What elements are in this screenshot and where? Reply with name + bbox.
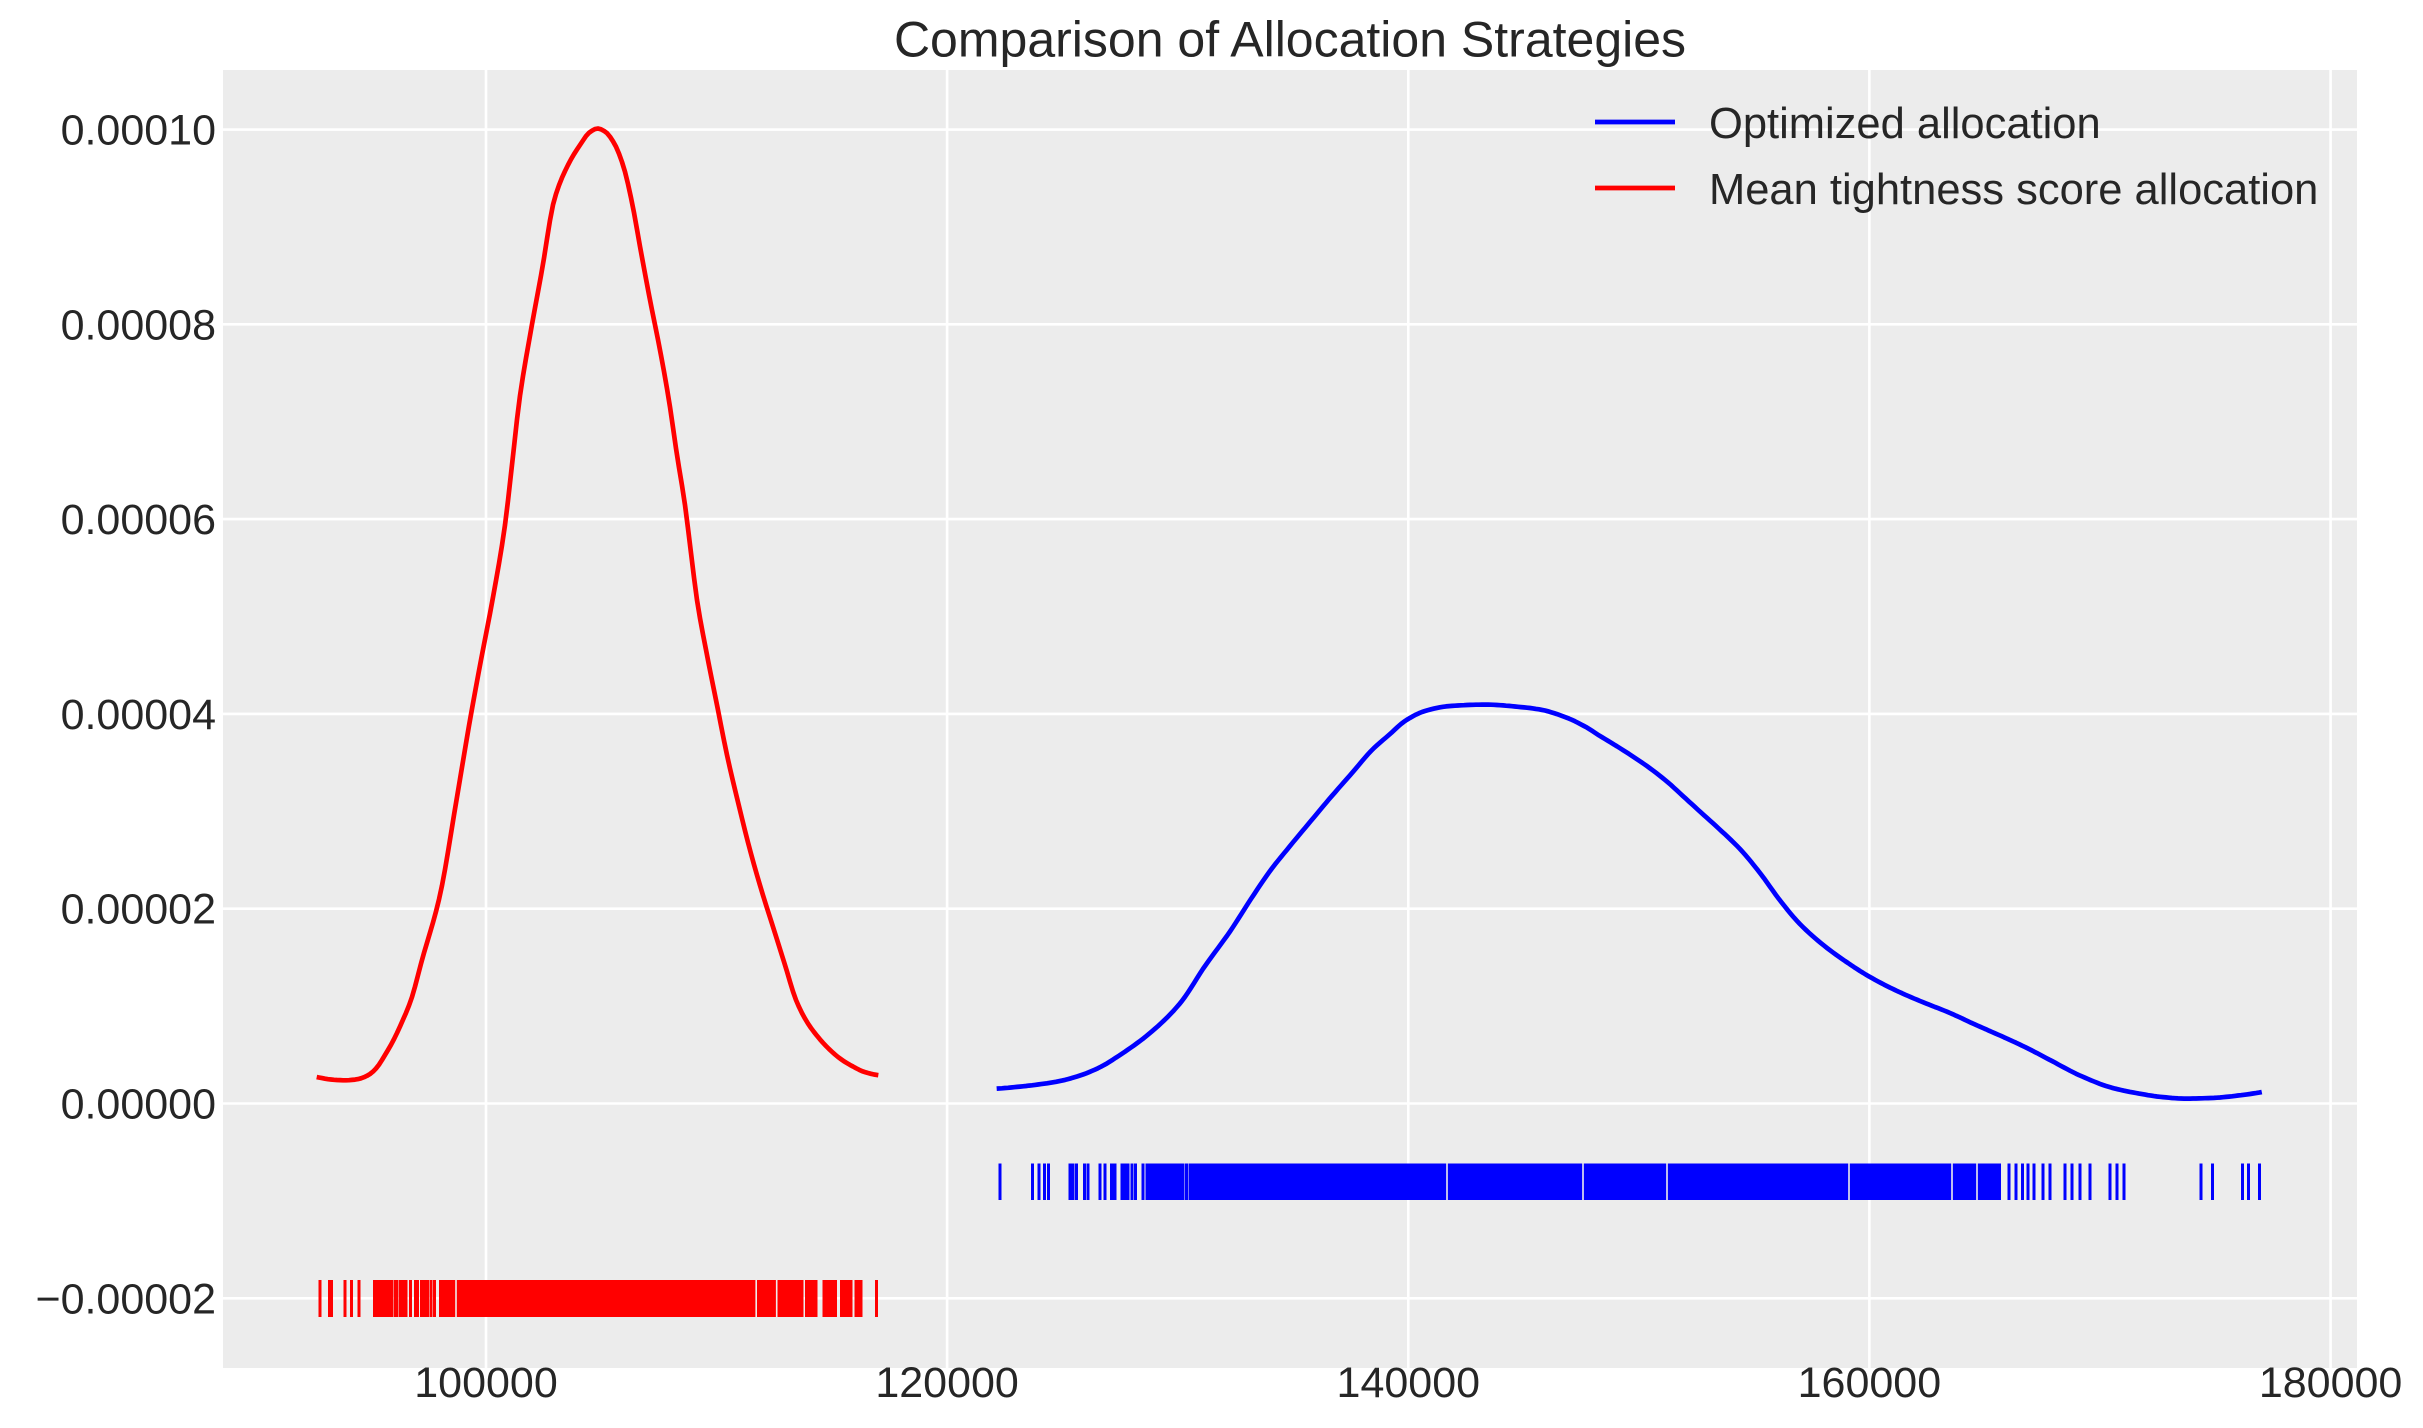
svg-text:Optimized allocation: Optimized allocation [1709, 100, 2101, 148]
svg-text:0.00000: 0.00000 [61, 1081, 216, 1129]
svg-text:180000: 180000 [2259, 1359, 2403, 1407]
svg-text:140000: 140000 [1337, 1359, 1481, 1407]
svg-text:100000: 100000 [414, 1359, 558, 1407]
svg-text:0.00004: 0.00004 [61, 691, 216, 739]
svg-text:0.00008: 0.00008 [61, 301, 216, 349]
svg-text:−0.00002: −0.00002 [35, 1275, 216, 1323]
svg-text:0.00010: 0.00010 [61, 107, 216, 155]
svg-text:Mean tightness score allocatio: Mean tightness score allocation [1709, 166, 2318, 214]
svg-text:0.00006: 0.00006 [61, 496, 216, 544]
svg-text:120000: 120000 [875, 1359, 1019, 1407]
svg-text:0.00002: 0.00002 [61, 886, 216, 934]
svg-text:160000: 160000 [1798, 1359, 1942, 1407]
svg-text:Comparison of Allocation Strat: Comparison of Allocation Strategies [894, 12, 1686, 68]
